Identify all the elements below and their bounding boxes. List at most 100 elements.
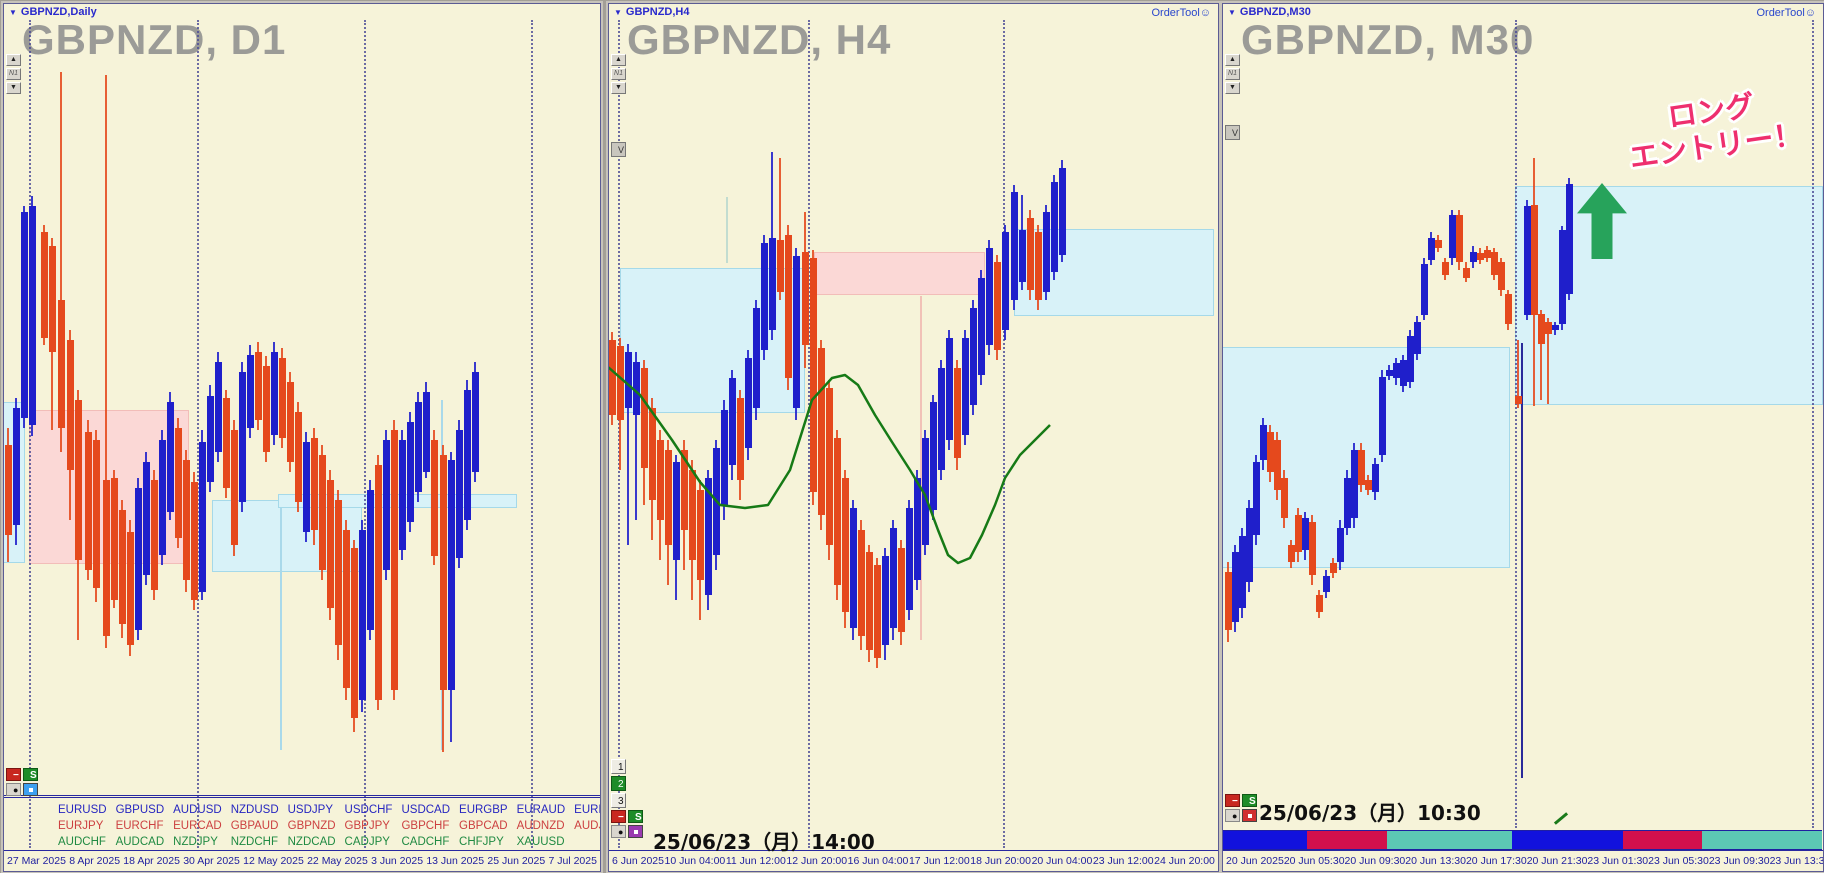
symbol-label[interactable]: NZDCHF: [230, 836, 278, 848]
candle-body: [785, 235, 792, 378]
s-button[interactable]: S: [23, 768, 38, 781]
symbol-label[interactable]: EURAUD: [516, 804, 566, 816]
minus-button[interactable]: −: [1225, 794, 1240, 807]
chart-window-d1: ▼ GBPNZD,Daily GBPNZD, D1 ▲ N1 ▼ − S ● E…: [3, 3, 601, 872]
chevron-down-icon[interactable]: ▼: [1228, 7, 1236, 17]
chart-window-m30: ▼ GBPNZD,M30 OrderTool☺ GBPNZD, M30 ▲ N1…: [1222, 3, 1824, 872]
ball-icon[interactable]: ●: [6, 783, 21, 796]
symbol-label[interactable]: AUDCHF: [58, 836, 106, 848]
candle-body: [657, 440, 664, 520]
ball-icon[interactable]: ●: [1225, 809, 1240, 822]
candle-body: [1344, 478, 1351, 528]
symbol-label[interactable]: USDJPY: [287, 804, 333, 816]
candle-body: [737, 398, 744, 480]
candle-body: [938, 368, 945, 470]
grid-line: [1003, 20, 1005, 848]
tool-button[interactable]: V: [611, 142, 626, 157]
scale-down-button[interactable]: ▼: [6, 82, 21, 94]
symbol-label[interactable]: XAUUSD: [516, 836, 565, 848]
moving-average-line: [609, 366, 1051, 565]
candle-body: [1358, 450, 1365, 485]
symbol-label[interactable]: EURGBP: [459, 804, 508, 816]
chevron-down-icon[interactable]: ▼: [9, 7, 17, 17]
chart-title-bar[interactable]: ▼ GBPNZD,Daily: [9, 6, 97, 18]
symbol-label[interactable]: EURNZD: [574, 804, 600, 816]
scale-up-button[interactable]: ▲: [6, 54, 21, 66]
symbol-label[interactable]: USDCHF: [344, 804, 393, 816]
dot-button[interactable]: [23, 783, 38, 796]
symbol-label[interactable]: AUDUSD: [173, 804, 222, 816]
scale-up-button[interactable]: ▲: [1225, 54, 1240, 66]
candle-wick: [1540, 310, 1542, 400]
symbol-label[interactable]: EURJPY: [58, 820, 104, 832]
candle-body: [135, 488, 142, 630]
symbol-label[interactable]: CADCHF: [401, 836, 450, 848]
symbol-label[interactable]: CADJPY: [344, 836, 390, 848]
symbol-label[interactable]: EURCAD: [173, 820, 222, 832]
grid-line: [1515, 20, 1517, 828]
symbol-label[interactable]: EURUSD: [58, 804, 107, 816]
candle-body: [75, 400, 82, 560]
candle-body: [143, 462, 150, 575]
candle-body: [1002, 232, 1009, 330]
symbol-label[interactable]: GBPNZD: [287, 820, 336, 832]
symbol-label[interactable]: NZDJPY: [173, 836, 218, 848]
dot-button[interactable]: [1242, 809, 1257, 822]
candle-body: [58, 300, 65, 428]
minus-button[interactable]: −: [611, 810, 626, 823]
axis-tick-label: 23 Jun 13:30: [1769, 854, 1824, 867]
symbol-label[interactable]: AUDNZD: [516, 820, 565, 832]
candle-body: [263, 366, 270, 452]
marker-line: [1521, 343, 1523, 778]
subwindow-3-button[interactable]: 3: [611, 793, 626, 808]
symbol-label[interactable]: GBPCAD: [459, 820, 508, 832]
chart-title-bar[interactable]: ▼ GBPNZD,M30: [1228, 6, 1311, 18]
symbol-label[interactable]: NZDCAD: [287, 836, 336, 848]
axis-tick-label: 22 May 2025: [307, 854, 368, 867]
candle-body: [151, 480, 158, 590]
minus-button[interactable]: −: [6, 768, 21, 781]
chart-title-bar[interactable]: ▼ GBPNZD,H4: [614, 6, 689, 18]
candle-body: [842, 478, 849, 612]
ball-icon[interactable]: ●: [611, 825, 626, 838]
ordertool-label: OrderTool☺: [1756, 7, 1816, 19]
symbol-label[interactable]: GBPUSD: [115, 804, 165, 816]
scale-down-button[interactable]: ▼: [1225, 82, 1240, 94]
s-button[interactable]: S: [628, 810, 643, 823]
candle-body: [1414, 322, 1421, 354]
symbol-label[interactable]: NZDUSD: [230, 804, 279, 816]
candle-body: [922, 438, 929, 545]
axis-tick-label: 20 Jun 21:30: [1526, 854, 1588, 867]
symbol-label[interactable]: GBPAUD: [230, 820, 279, 832]
candle-wick: [1547, 318, 1549, 404]
symbol-label[interactable]: AUDCAD: [115, 836, 165, 848]
scale-label-button[interactable]: N1: [611, 68, 626, 80]
symbol-label[interactable]: CHFJPY: [459, 836, 504, 848]
s-button[interactable]: S: [1242, 794, 1257, 807]
scale-up-button[interactable]: ▲: [611, 54, 626, 66]
candle-body: [119, 510, 126, 624]
symbol-label[interactable]: AUDJPY: [574, 820, 600, 832]
tool-button[interactable]: V: [1225, 125, 1240, 140]
symbol-label[interactable]: USDCAD: [401, 804, 451, 816]
candle-body: [705, 478, 712, 595]
time-axis[interactable]: 27 Mar 2025 8 Apr 2025 18 Apr 2025 30 Apr 2…: [4, 850, 600, 870]
axis-tick-label: 23 Jun 05:30: [1648, 854, 1709, 867]
subwindow-2-button[interactable]: 2: [611, 776, 626, 791]
subwindow-1-button[interactable]: 1: [611, 759, 626, 774]
chevron-down-icon[interactable]: ▼: [614, 7, 622, 17]
scale-label-button[interactable]: N1: [1225, 68, 1240, 80]
symbol-label[interactable]: EURCHF: [115, 820, 164, 832]
time-axis[interactable]: 20 Jun 2025 20 Jun 05:30 20 Jun 09:30 20 Ju…: [1223, 850, 1823, 870]
candle-body: [111, 478, 118, 600]
symbol-label[interactable]: GBPJPY: [344, 820, 390, 832]
dot-button[interactable]: [628, 825, 643, 838]
candle-body: [407, 422, 414, 522]
scale-down-button[interactable]: ▼: [611, 82, 626, 94]
candle-body: [303, 442, 310, 532]
symbol-label[interactable]: GBPCHF: [401, 820, 450, 832]
scale-label-button[interactable]: N1: [6, 68, 21, 80]
time-axis[interactable]: 6 Jun 2025 10 Jun 04:00 11 Jun 12:00 12 Jun…: [609, 850, 1218, 870]
candle-body: [391, 430, 398, 690]
candle-body: [448, 460, 455, 690]
